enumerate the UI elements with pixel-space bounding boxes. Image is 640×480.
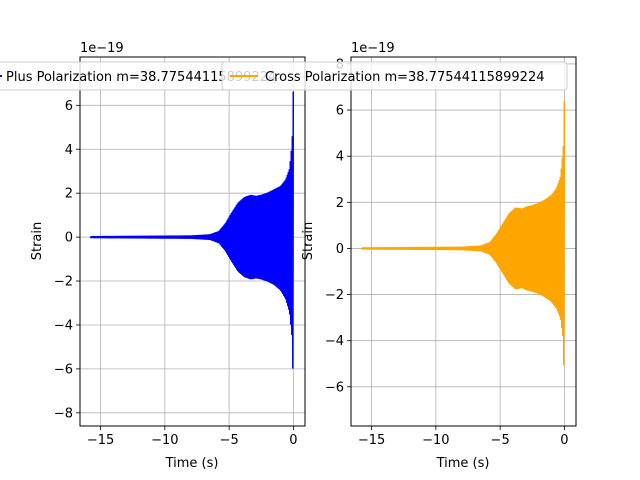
legend-plus: Plus Polarization m=38.77544115899224: [0, 61, 292, 91]
y-tick-label: 0: [336, 242, 344, 257]
legend-cross: Cross Polarization m=38.77544115899224: [221, 61, 568, 91]
y-tick-label: −2: [325, 288, 344, 303]
series-line: [89, 91, 295, 369]
y-axis-ticks: −8 −6 −4 −2 0 2 4 6: [54, 99, 80, 421]
axes-frame: [350, 56, 577, 427]
x-tick-label: −5: [220, 433, 239, 448]
x-tick-label: −10: [151, 433, 178, 448]
y-tick-label: −2: [54, 275, 73, 290]
y-axis-label: Strain: [301, 222, 316, 261]
legend-label-cross: Cross Polarization m=38.77544115899224: [265, 70, 544, 85]
y-tick-label: 6: [65, 99, 73, 114]
plot-area: [360, 101, 566, 366]
y-tick-label: −4: [54, 318, 73, 333]
offset-text: 1e−19: [351, 41, 395, 56]
y-tick-label: 2: [336, 196, 344, 211]
plot-area: [89, 91, 295, 369]
axes-frame: [79, 56, 306, 427]
y-axis-label: Strain: [30, 222, 45, 261]
legend-box: [221, 61, 568, 91]
chart-plus-polarization: −15 −10 −5 0 −8 −6 −4 −2 0 2 4 6 1e−19 Time (s) St…: [30, 41, 306, 471]
x-tick-label: −15: [358, 433, 385, 448]
y-tick-label: 6: [336, 104, 344, 119]
chart-cross-polarization: −15−10−50 −6−4−202468 1e−19 Time (s) Str…: [301, 41, 577, 471]
x-tick-label: 0: [289, 433, 297, 448]
legend-label-plus: Plus Polarization m=38.77544115899224: [6, 70, 276, 85]
x-tick-label: −5: [491, 433, 510, 448]
x-tick-label: −15: [87, 433, 114, 448]
y-tick-label: 2: [65, 187, 73, 202]
y-tick-label: 4: [65, 143, 73, 158]
y-tick-label: −6: [325, 380, 344, 395]
y-tick-label: −6: [54, 362, 73, 377]
x-axis-ticks: −15 −10 −5 0: [87, 426, 298, 448]
y-tick-label: −4: [325, 334, 344, 349]
x-axis-label: Time (s): [165, 456, 219, 471]
series-line: [360, 101, 566, 366]
x-axis-ticks: −15 −10 −5 0: [358, 426, 569, 448]
x-axis-label: Time (s): [436, 456, 490, 471]
x-tick-label: −10: [422, 433, 449, 448]
offset-text: 1e−19: [80, 41, 124, 56]
x-tick-label: 0: [560, 433, 568, 448]
y-tick-label: −8: [54, 406, 73, 421]
y-tick-label: 0: [65, 231, 73, 246]
y-tick-label: 4: [336, 150, 344, 165]
